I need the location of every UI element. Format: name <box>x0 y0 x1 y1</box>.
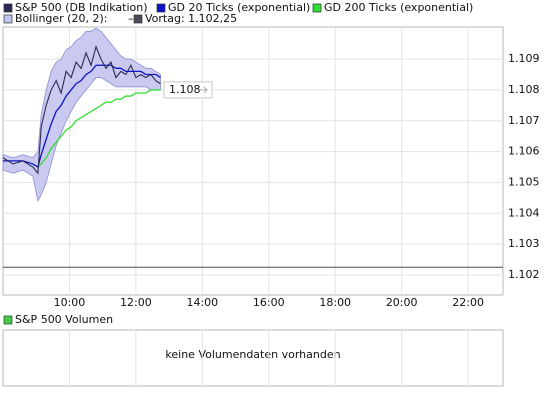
y-tick-label: 1.107 <box>508 114 540 127</box>
x-tick-label: 22:00 <box>452 296 484 309</box>
x-tick-label: 12:00 <box>120 296 152 309</box>
x-tick-label: 10:00 <box>54 296 86 309</box>
series-line <box>3 64 161 169</box>
last-price-arrow <box>199 86 208 94</box>
y-tick-label: 1.108 <box>508 83 540 96</box>
y-tick-label: 1.103 <box>508 237 540 250</box>
legend-value: – <box>128 12 134 25</box>
legend-swatch <box>133 14 143 24</box>
x-tick-label: 16:00 <box>253 296 285 309</box>
x-tick-label: 20:00 <box>386 296 418 309</box>
y-tick-label: 1.109 <box>508 52 540 65</box>
legend-label: S&P 500 (DB Indikation) <box>15 1 148 14</box>
legend-label: Bollinger (20, 2): <box>15 12 107 25</box>
legend-label: Vortag: 1.102,25 <box>145 12 237 25</box>
legend-label: GD 20 Ticks (exponential) <box>168 1 310 14</box>
legend-swatch <box>3 14 13 24</box>
series-line <box>2 45 161 175</box>
last-price-box <box>163 81 213 99</box>
bollinger-band <box>2 27 161 203</box>
x-tick-label: 18:00 <box>319 296 351 309</box>
series-line <box>37 89 161 168</box>
legend-swatch <box>156 3 166 13</box>
legend-label: S&P 500 Volumen <box>15 313 113 326</box>
y-tick-label: 1.105 <box>508 175 540 188</box>
legend-swatch <box>3 315 13 325</box>
legend-swatch <box>3 3 13 13</box>
y-tick-label: 1.106 <box>508 145 540 158</box>
volume-message: keine Volumendaten vorhanden <box>165 348 340 361</box>
x-tick-label: 14:00 <box>186 296 218 309</box>
legend-swatch <box>312 3 322 13</box>
volume-frame <box>2 329 504 387</box>
y-tick-label: 1.102 <box>508 268 540 281</box>
legend-label: GD 200 Ticks (exponential) <box>324 1 473 14</box>
y-tick-label: 1.104 <box>508 206 540 219</box>
last-price-label: 1.108 <box>169 83 201 96</box>
